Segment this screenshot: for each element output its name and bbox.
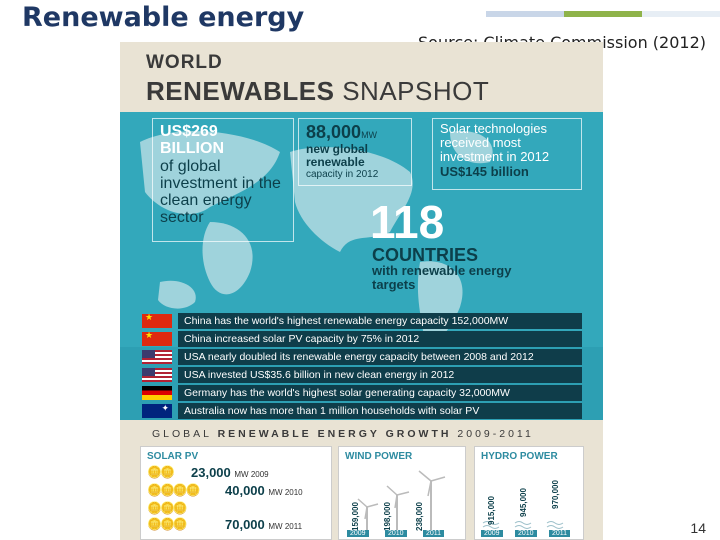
growth-title-c: 2009-2011: [457, 428, 534, 440]
slide-title: Renewable energy: [22, 2, 305, 33]
investment-value: US$269: [160, 123, 218, 140]
growth-title-a: GLOBAL: [152, 428, 212, 440]
fact-text: China increased solar PV capacity by 75%…: [178, 330, 582, 347]
solar-unit: MW 2011: [268, 522, 303, 531]
hydro-value-2009: 915,000: [487, 496, 496, 525]
growth-section: GLOBAL RENEWABLE ENERGY GROWTH 2009-2011…: [120, 420, 603, 540]
capacity-unit: MW: [361, 130, 378, 140]
hydro-year: 2010: [515, 530, 537, 537]
coin-stack-icon: 🪙🪙🪙🪙: [147, 483, 201, 497]
hydro-label: HYDRO POWER: [481, 451, 558, 462]
china-flag-icon: [142, 312, 172, 328]
countries-desc: with renewable energy targets: [372, 263, 512, 292]
hydro-year: 2009: [481, 530, 503, 537]
china-flag-icon: [142, 330, 172, 346]
infographic: WORLD RENEWABLES SNAPSHOT US$269 BILLION…: [120, 42, 603, 540]
wind-value-2009: 159,000: [351, 502, 360, 531]
solar-unit: MW 2009: [234, 470, 269, 479]
solar-value: 70,000 MW 2011: [225, 517, 302, 532]
capacity-box: [298, 118, 412, 186]
solar-value: 40,000 MW 2010: [225, 483, 303, 498]
hydro-panel: HYDRO POWER 915,000 945,000 970,000 2009…: [474, 446, 584, 540]
investment-amount: US$269 BILLION: [160, 123, 290, 157]
usa-flag-icon: [142, 349, 172, 364]
hydro-year: 2011: [549, 530, 571, 537]
wind-panel: WIND POWER 159,000 198,000 238,000 2009 …: [338, 446, 466, 540]
header-snapshot-word: SNAPSHOT: [342, 76, 490, 106]
solar-invest-box: [432, 118, 582, 190]
wind-turbines-graphic: [357, 470, 446, 533]
solar-invest-amount: US$145 billion: [440, 164, 529, 179]
fact-row: Germany has the world's highest solar ge…: [142, 384, 582, 401]
solar-row: 🪙🪙🪙🪙: [147, 483, 201, 497]
capacity-desc: new global renewable: [306, 142, 369, 169]
germany-flag-icon: [142, 385, 172, 400]
fact-text: USA invested US$35.6 billion in new clea…: [178, 366, 582, 383]
map-europe-asia: [140, 131, 280, 215]
coin-stack-icon: 🪙🪙🪙: [147, 501, 188, 515]
header-decoration-blue: [486, 11, 564, 17]
capacity-sub: capacity in 2012: [306, 169, 379, 180]
wind-value-2011: 238,000: [415, 502, 424, 531]
solar-number: 40,000: [225, 483, 265, 498]
australia-flag-icon: [142, 403, 172, 418]
solar-panel: SOLAR PV 🪙🪙 23,000 MW 2009 🪙🪙🪙🪙 40,000 M…: [140, 446, 332, 540]
wind-year: 2009: [347, 530, 369, 537]
hydro-value-2011: 970,000: [551, 480, 560, 509]
solar-row: 🪙🪙: [147, 465, 175, 479]
header-snapshot: RENEWABLES SNAPSHOT: [146, 76, 489, 107]
fact-text: Germany has the world's highest solar ge…: [178, 384, 582, 401]
fact-row: USA invested US$35.6 billion in new clea…: [142, 366, 582, 383]
solar-row: 🪙🪙🪙: [147, 501, 188, 515]
fact-row: China increased solar PV capacity by 75%…: [142, 330, 582, 347]
world-map: [120, 112, 603, 347]
header-renewables: RENEWABLES: [146, 76, 335, 106]
solar-row: 🪙🪙🪙: [147, 517, 188, 531]
wind-year: 2011: [423, 530, 445, 537]
facts-list: China has the world's highest renewable …: [142, 312, 582, 420]
map-australia: [158, 280, 196, 309]
fact-text: USA nearly doubled its renewable energy …: [178, 348, 582, 365]
solar-invest-desc: Solar technologies received most investm…: [440, 121, 550, 164]
header-decoration-light: [642, 11, 720, 17]
capacity-value: 88,000: [306, 122, 362, 142]
wind-value-2010: 198,000: [383, 502, 392, 531]
capacity-amount: 88,000MW: [306, 122, 377, 143]
coin-stack-icon: 🪙🪙: [147, 465, 175, 479]
investment-desc: of global investment in the clean energy…: [160, 158, 281, 226]
countries-number: 118: [370, 196, 445, 248]
infographic-header: WORLD RENEWABLES SNAPSHOT: [120, 42, 603, 112]
page-number: 14: [690, 520, 706, 536]
solar-unit: MW 2010: [268, 488, 303, 497]
investment-unit: BILLION: [160, 140, 224, 157]
map-north-america: [290, 147, 413, 252]
wind-label: WIND POWER: [345, 451, 413, 462]
fact-row: USA nearly doubled its renewable energy …: [142, 348, 582, 365]
fact-text: China has the world's highest renewable …: [178, 312, 582, 329]
investment-box: [152, 118, 294, 242]
growth-title: GLOBAL RENEWABLE ENERGY GROWTH 2009-2011: [152, 428, 534, 440]
water-waves-graphic: [482, 521, 564, 529]
coin-stack-icon: 🪙🪙🪙: [147, 517, 188, 531]
solar-label: SOLAR PV: [147, 451, 199, 462]
solar-value: 23,000 MW 2009: [191, 465, 269, 480]
fact-row: Australia now has more than 1 million ho…: [142, 402, 582, 419]
map-africa: [202, 222, 253, 295]
growth-title-b: RENEWABLE ENERGY GROWTH: [217, 428, 452, 440]
fact-row: China has the world's highest renewable …: [142, 312, 582, 329]
fact-text: Australia now has more than 1 million ho…: [178, 402, 582, 419]
usa-flag-icon: [142, 367, 172, 382]
solar-number: 23,000: [191, 465, 231, 480]
wind-year: 2010: [385, 530, 407, 537]
map-greenland: [450, 131, 493, 164]
solar-number: 70,000: [225, 517, 265, 532]
countries-label: COUNTRIES: [372, 245, 479, 265]
header-decoration-green: [564, 11, 642, 17]
hydro-value-2010: 945,000: [519, 488, 528, 517]
header-world: WORLD: [146, 52, 223, 73]
